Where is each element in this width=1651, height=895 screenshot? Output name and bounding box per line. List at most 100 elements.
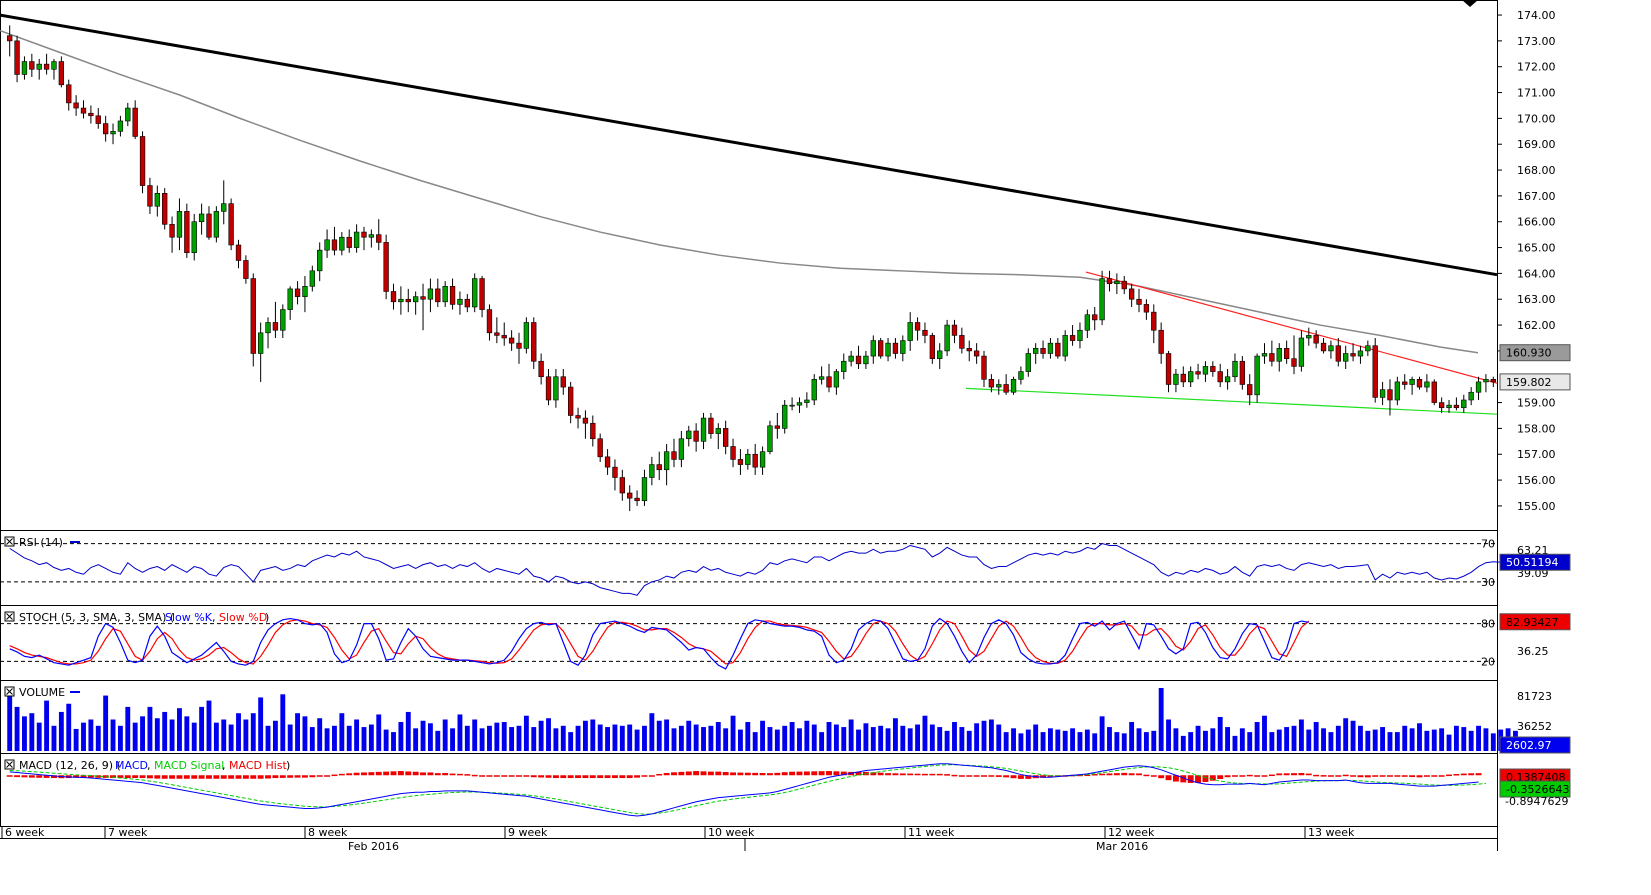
candle-body [1475,381,1482,393]
stoch-legend-d: Slow %D [219,611,267,624]
candle-body [700,417,707,442]
volume-bar [1402,725,1408,751]
candle-body [789,404,795,407]
volume-bar [634,729,640,751]
candle-body [309,270,315,287]
macd-hist-bar [722,772,729,776]
price-y-tick-label: 165.00 [1517,242,1556,255]
candle-body [243,260,249,279]
macd-hist-bar [242,775,249,779]
volume-bar [582,720,588,751]
volume-bar [612,724,618,751]
rsi-panel-frame [0,530,1498,606]
volume-bar [243,719,249,751]
candle-body [1335,345,1341,362]
macd-hist-bar [619,775,626,779]
rsi-legend-label: RSI (14) [19,536,63,549]
candle-body [590,422,596,440]
volume-bar [1180,735,1186,751]
candle-body [1055,342,1061,357]
macd-hist-bar [36,775,43,778]
volume-bar [1136,728,1142,751]
macd-hist-bar [228,775,235,779]
volume-bar [413,728,419,751]
price-y-tick-label: 167.00 [1517,190,1556,203]
stoch-value-tag-box [1499,613,1571,631]
last-price-tag: 159.802 [1506,376,1552,389]
macd-hist-bar [383,771,390,776]
volume-bar [627,724,633,751]
volume-bar [1048,728,1053,751]
candle-body [1121,280,1127,290]
volume-bar [66,703,72,751]
candle-body [1461,399,1467,409]
candle-body [826,376,832,388]
macd-hist-bar [1394,775,1401,777]
macd-hist-bar [1357,775,1364,778]
candle-body [331,239,338,251]
candle-body [560,376,566,388]
candle-body [346,236,352,248]
macd-hist-bar [700,771,707,776]
volume-bar [1121,733,1127,751]
volume-bar [1446,734,1452,751]
price-y-tick-label: 172.00 [1517,61,1556,74]
volume-bar [1062,730,1068,751]
volume-bar [376,714,382,751]
macd-hist-bar [1106,773,1113,776]
candle-body [95,115,101,124]
candle-body [708,417,714,434]
macd-tick-label: -0.8947629 [1505,795,1568,808]
macd-hist-bar [1423,775,1430,777]
candle-body [1224,376,1231,383]
macd-hist-bar [840,771,847,776]
candle-body [1202,366,1209,375]
volume-bar [538,720,544,751]
candle-body [280,309,286,331]
volume-bar [826,722,832,751]
x-week-label: 7 week [108,826,148,839]
macd-hist-bar [1446,774,1452,777]
x-week-label: 12 week [1108,826,1155,839]
macd-hist-bar [803,771,810,776]
macd-hist-bar [995,775,1002,777]
macd-hist-bar [265,775,271,779]
candle-body [1431,381,1437,403]
macd-hist-bar [427,772,434,776]
volume-bar [14,706,20,751]
stoch-level-label: 80 [1481,618,1495,631]
macd-hist-bar [21,775,28,778]
macd-hist-bar [1040,775,1047,778]
volume-bar [29,713,35,751]
macd-hist-bar [656,773,663,776]
macd-hist-bar [1084,774,1091,777]
volume-bar [154,718,160,751]
volume-bar [117,725,123,751]
candle-body [1128,288,1135,300]
macd-hist-bar [508,775,515,777]
candle-body [1239,360,1246,385]
macd-hist-bar [737,772,744,776]
volume-bar [1431,729,1437,751]
macd-hist-bar [744,772,751,776]
macd-legend-label: MACD (12, 26, 9) ( [19,759,121,772]
candle-body [959,335,965,349]
candle-body [723,428,729,447]
macd-hist-bar [1431,775,1438,777]
candle-body [479,278,485,310]
volume-bar [568,732,574,751]
macd-hist-bar [523,775,530,777]
volume-bar [391,732,396,751]
volume-bar [361,727,367,751]
volume-bar [760,720,766,751]
volume-bar [1107,727,1112,751]
candle-body [1180,373,1186,383]
candle-body [745,453,751,465]
candle-body [1261,353,1268,357]
macd-hist-bar [1187,775,1194,783]
volume-bar [81,722,86,751]
macd-hist-bar [538,775,545,778]
candle-body [782,404,788,429]
volume-bar [686,720,692,751]
candle-body [361,231,367,238]
